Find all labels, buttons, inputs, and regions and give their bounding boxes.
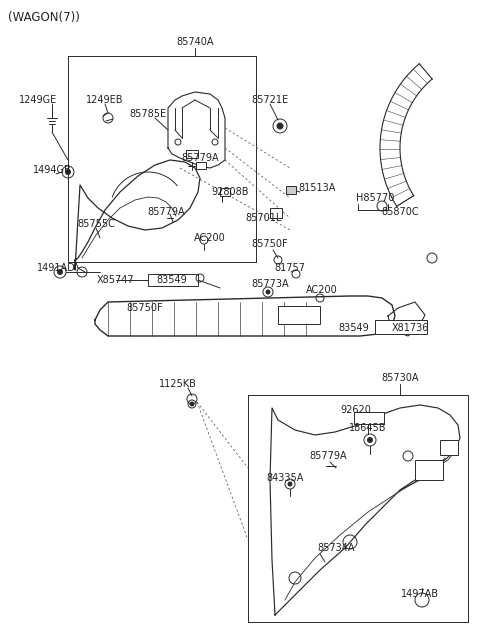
Text: 85779A: 85779A — [309, 451, 347, 461]
Text: 85701L: 85701L — [246, 213, 282, 223]
Bar — [186, 150, 198, 158]
Bar — [220, 188, 230, 196]
Text: X85747: X85747 — [97, 275, 135, 285]
Text: 1125KB: 1125KB — [159, 379, 197, 389]
Text: 83549: 83549 — [338, 323, 370, 333]
Text: 85773A: 85773A — [251, 279, 289, 289]
Text: 85755C: 85755C — [77, 219, 115, 229]
Text: 85779A: 85779A — [181, 153, 219, 163]
Circle shape — [65, 169, 71, 174]
Text: 85785E: 85785E — [130, 109, 167, 119]
Circle shape — [190, 402, 194, 406]
Text: H85770: H85770 — [356, 193, 394, 203]
Text: 85779A: 85779A — [147, 207, 185, 217]
Text: 85750F: 85750F — [127, 303, 163, 313]
Bar — [196, 162, 206, 169]
Text: 85740A: 85740A — [176, 37, 214, 47]
Text: 81757: 81757 — [275, 263, 305, 273]
Text: 81513A: 81513A — [298, 183, 336, 193]
Text: 83549: 83549 — [156, 275, 187, 285]
Text: 84335A: 84335A — [266, 473, 304, 483]
Bar — [286, 186, 296, 194]
Text: X81736: X81736 — [391, 323, 429, 333]
Text: 1494GB: 1494GB — [33, 165, 72, 175]
Text: 85734A: 85734A — [317, 543, 355, 553]
Text: 92808B: 92808B — [211, 187, 249, 197]
Bar — [278, 306, 320, 324]
Text: 85730A: 85730A — [381, 373, 419, 383]
Text: 92620: 92620 — [341, 405, 372, 415]
Text: 1249EB: 1249EB — [86, 95, 124, 105]
Text: 18645B: 18645B — [349, 423, 387, 433]
Text: AC200: AC200 — [306, 285, 338, 295]
Bar — [148, 274, 198, 286]
Bar — [270, 208, 282, 218]
Bar — [354, 412, 384, 424]
Text: (WAGON(7)): (WAGON(7)) — [8, 11, 80, 25]
Text: 85870C: 85870C — [381, 207, 419, 217]
Text: 1497AB: 1497AB — [401, 589, 439, 599]
Bar — [375, 320, 427, 334]
Text: AC200: AC200 — [194, 233, 226, 243]
Bar — [440, 440, 458, 455]
Text: 1491AD: 1491AD — [36, 263, 75, 273]
Text: 1249GE: 1249GE — [19, 95, 57, 105]
Circle shape — [266, 290, 270, 294]
Bar — [415, 460, 443, 480]
Text: 85750F: 85750F — [252, 239, 288, 249]
Circle shape — [288, 482, 292, 486]
Text: 85721E: 85721E — [252, 95, 288, 105]
Circle shape — [277, 123, 283, 129]
Circle shape — [58, 269, 62, 275]
Circle shape — [368, 437, 372, 443]
